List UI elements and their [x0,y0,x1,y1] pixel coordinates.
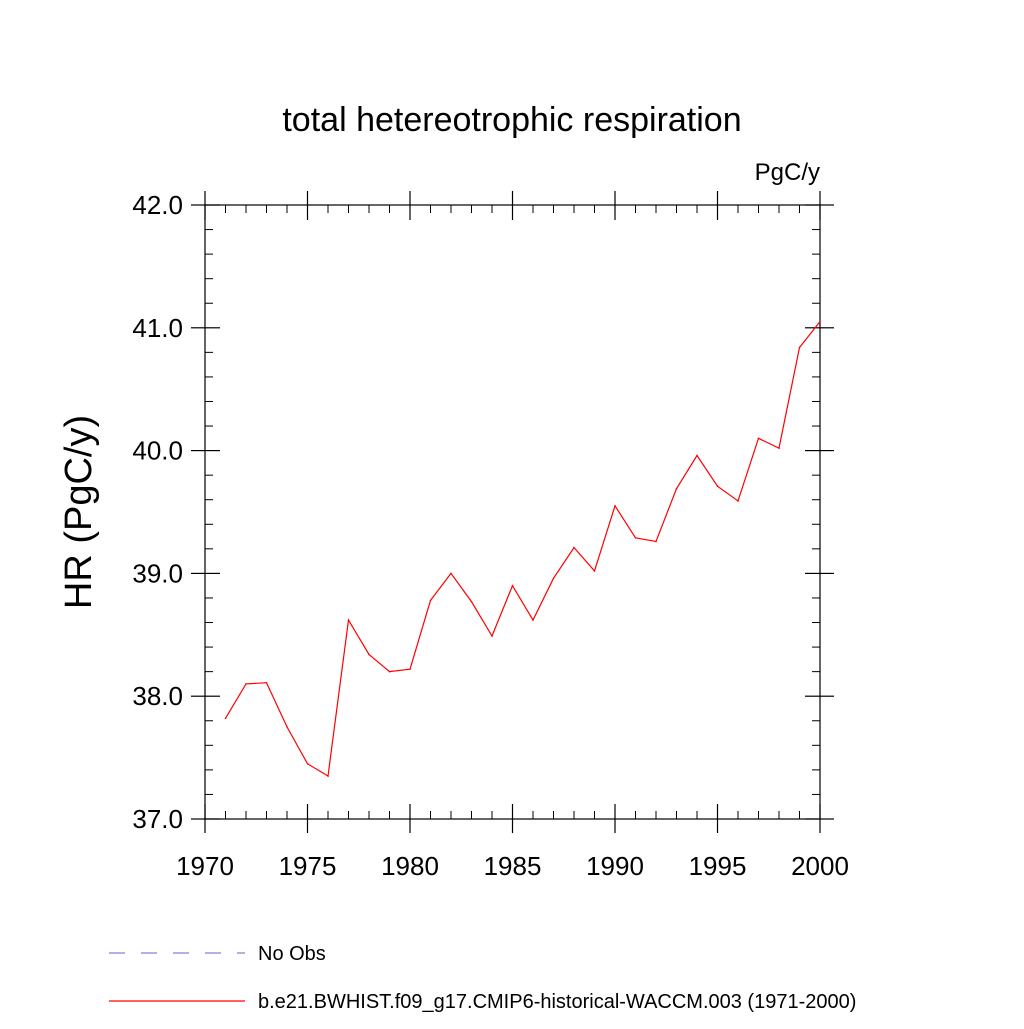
data-point [737,500,739,502]
data-point [306,762,309,765]
y-tick-label: 41.0 [132,313,183,343]
data-point [634,536,637,539]
y-tick-label: 40.0 [132,436,183,466]
data-point [491,635,493,637]
data-point [593,570,596,572]
x-tick-label: 1970 [176,851,234,881]
x-tick-label: 1980 [381,851,439,881]
x-tick-label: 1985 [484,851,542,881]
series-layer [224,320,821,778]
chart-title: total hetereotrophic respiration [282,101,741,139]
x-tick-label: 2000 [791,851,849,881]
data-point [265,681,268,684]
legend-label-no-obs: No Obs [258,943,326,965]
data-point [409,668,411,670]
data-point [511,584,514,587]
data-point [532,619,534,621]
data-point [716,485,719,488]
data-point [778,447,780,449]
data-point [224,717,227,720]
y-tick-labels: 37.0 38.0 39.0 40.0 41.0 42.0 [132,190,183,834]
axis-ticks [191,191,834,833]
legend: No Obs b.e21.BWHIST.f09_g17.CMIP6-histor… [109,943,856,1013]
data-point [819,320,821,323]
legend-label-model-run: b.e21.BWHIST.f09_g17.CMIP6-historical-WA… [258,991,856,1013]
data-point [327,775,329,777]
data-point [245,683,247,685]
y-tick-label: 38.0 [132,681,183,711]
x-tick-label: 1995 [689,851,747,881]
data-point [286,726,288,728]
data-point [368,653,370,656]
data-point [798,346,801,349]
x-tick-label: 1975 [279,851,337,881]
data-point [347,619,350,621]
units-label: PgC/y [755,159,820,186]
data-point [429,599,432,602]
x-tick-labels: 1970 1975 1980 1985 1990 1995 2000 [176,851,849,881]
data-point [573,546,575,549]
y-tick-label: 37.0 [132,804,183,834]
data-point [614,505,616,507]
x-tick-label: 1990 [586,851,644,881]
y-axis-label: HR (PgC/y) [58,415,100,609]
data-point [696,454,698,457]
data-point [470,600,473,603]
y-tick-label: 39.0 [132,558,183,588]
plot-frame [204,204,821,820]
data-point [450,572,452,575]
data-point [388,670,391,673]
data-point [655,540,657,543]
series-line-0 [224,321,821,778]
data-point [757,437,760,440]
data-point [552,577,555,580]
y-tick-label: 42.0 [132,190,183,220]
data-point [675,487,678,490]
